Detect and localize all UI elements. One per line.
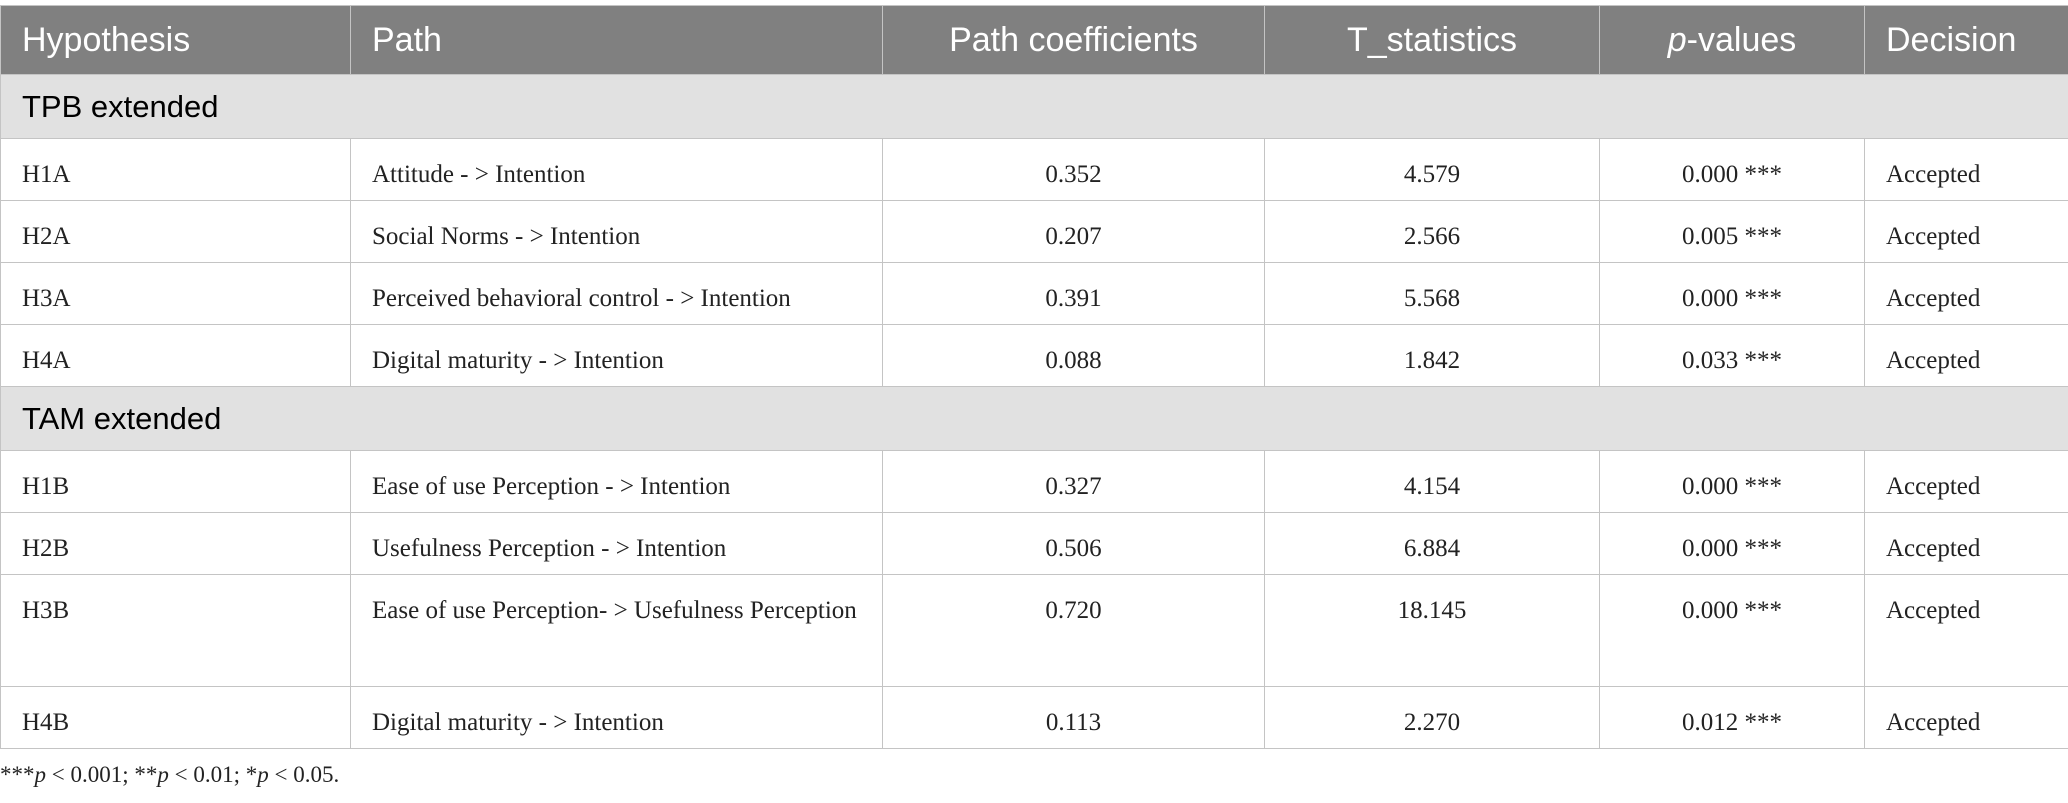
header-text: -values: [1686, 20, 1797, 59]
cell: 0.000 ***: [1599, 512, 1865, 575]
cell: 0.113: [882, 686, 1265, 749]
cell: H1B: [0, 450, 351, 513]
cell: 0.207: [882, 200, 1265, 263]
section-title: TPB extended: [0, 74, 2068, 139]
header-cell: Decision: [1864, 5, 2068, 75]
cell: H3B: [0, 574, 351, 687]
footnote-part: ***: [0, 762, 35, 787]
cell: 0.506: [882, 512, 1265, 575]
data-row: H3B Ease of use Perception- > Usefulness …: [0, 574, 2068, 687]
data-row: H2B Usefulness Perception - > Intention 0.…: [0, 512, 2068, 575]
cell: 0.005 ***: [1599, 200, 1865, 263]
data-row: H3A Perceived behavioral control - > Inte…: [0, 262, 2068, 325]
footnote: ***p < 0.001; **p < 0.01; *p < 0.05.: [0, 762, 339, 788]
cell: Ease of use Perception - > Intention: [350, 450, 883, 513]
cell: Perceived behavioral control - > Intenti…: [350, 262, 883, 325]
cell: Accepted: [1864, 686, 2068, 749]
cell: 0.327: [882, 450, 1265, 513]
cell: 6.884: [1264, 512, 1600, 575]
cell: 0.391: [882, 262, 1265, 325]
header-cell: p-values: [1599, 5, 1865, 75]
cell: 4.579: [1264, 138, 1600, 201]
header-cell: Path: [350, 5, 883, 75]
header-cell: Hypothesis: [0, 5, 351, 75]
cell: 0.720: [882, 574, 1265, 687]
data-row: H4A Digital maturity - > Intention 0.088 1.…: [0, 324, 2068, 387]
section-title: TAM extended: [0, 386, 2068, 451]
cell: 2.566: [1264, 200, 1600, 263]
cell: 0.000 ***: [1599, 138, 1865, 201]
cell: 0.000 ***: [1599, 574, 1865, 687]
cell: Social Norms - > Intention: [350, 200, 883, 263]
cell: H2A: [0, 200, 351, 263]
cell: 0.000 ***: [1599, 450, 1865, 513]
footnote-part: < 0.01; *: [168, 762, 258, 787]
cell: H4B: [0, 686, 351, 749]
header-row: Hypothesis Path Path coefficients T_stat…: [0, 5, 2068, 75]
cell: 18.145: [1264, 574, 1600, 687]
data-row: H2A Social Norms - > Intention 0.207 2.566 0…: [0, 200, 2068, 263]
data-row: H1B Ease of use Perception - > Intention 0…: [0, 450, 2068, 513]
cell: Accepted: [1864, 262, 2068, 325]
data-row: H1A Attitude - > Intention 0.352 4.579 0.000…: [0, 138, 2068, 201]
cell: H4A: [0, 324, 351, 387]
section-row: TPB extended: [0, 74, 2068, 139]
cell: Ease of use Perception- > Usefulness Per…: [350, 574, 883, 687]
cell: Accepted: [1864, 324, 2068, 387]
cell: 0.352: [882, 138, 1265, 201]
header-cell: T_statistics: [1264, 5, 1600, 75]
cell: H3A: [0, 262, 351, 325]
data-row: H4B Digital maturity - > Intention 0.113 2.…: [0, 686, 2068, 749]
cell: 4.154: [1264, 450, 1600, 513]
cell: 0.000 ***: [1599, 262, 1865, 325]
cell: Digital maturity - > Intention: [350, 324, 883, 387]
cell: Usefulness Perception - > Intention: [350, 512, 883, 575]
cell: 2.270: [1264, 686, 1600, 749]
footnote-part: < 0.05.: [268, 762, 340, 787]
footnote-part: p: [257, 762, 269, 787]
cell: Accepted: [1864, 200, 2068, 263]
cell: Accepted: [1864, 450, 2068, 513]
cell: Attitude - > Intention: [350, 138, 883, 201]
table-body: TPB extended H1A Attitude - > Intention 0.3…: [0, 74, 2068, 749]
cell: Accepted: [1864, 512, 2068, 575]
cell: 0.033 ***: [1599, 324, 1865, 387]
cell: Digital maturity - > Intention: [350, 686, 883, 749]
table-wrapper: Hypothesis Path Path coefficients T_stat…: [0, 5, 2068, 749]
cell: 0.012 ***: [1599, 686, 1865, 749]
footnote-part: p: [34, 762, 47, 787]
cell: H1A: [0, 138, 351, 201]
cell: Accepted: [1864, 138, 2068, 201]
header-cell: Path coefficients: [882, 5, 1265, 75]
header-italic: p: [1667, 20, 1687, 59]
cell: 5.568: [1264, 262, 1600, 325]
cell: Accepted: [1864, 574, 2068, 687]
section-row: TAM extended: [0, 386, 2068, 451]
footnote-part: < 0.001; **: [46, 762, 158, 787]
cell: H2B: [0, 512, 351, 575]
cell: 1.842: [1264, 324, 1600, 387]
results-table: Hypothesis Path Path coefficients T_stat…: [0, 5, 2068, 749]
footnote-part: p: [157, 762, 169, 787]
cell: 0.088: [882, 324, 1265, 387]
